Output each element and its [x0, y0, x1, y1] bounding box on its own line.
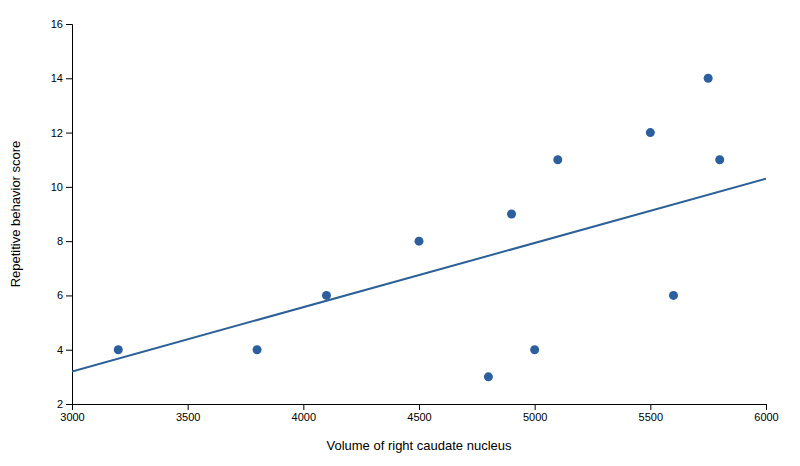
tick-mark [303, 404, 304, 410]
point [484, 372, 493, 381]
tick: 4000 [292, 404, 316, 423]
point [669, 291, 678, 300]
tick-label: 5500 [639, 411, 663, 423]
point [530, 345, 539, 354]
tick: 12 [51, 127, 72, 139]
tick-label: 14 [51, 72, 63, 84]
tick: 8 [57, 235, 72, 247]
tick-label: 10 [51, 181, 63, 193]
tick-mark [66, 187, 72, 188]
marks [72, 74, 766, 382]
tick: 16 [51, 18, 72, 30]
tick: 14 [51, 72, 72, 84]
tick-label: 5000 [523, 411, 547, 423]
chart: 3000 3500 4000 4500 5000 5500 6000 2 4 6 8 10 12 14 16… [0, 0, 800, 466]
tick: 3000 [60, 404, 84, 423]
tick-mark [188, 404, 189, 410]
y-axis: 2 4 6 8 10 12 14 16 [51, 18, 73, 410]
point [253, 345, 262, 354]
y-axis-title: Repetitive behavior score [8, 141, 23, 288]
point [415, 237, 424, 246]
tick-mark [419, 404, 420, 410]
axis-line [73, 405, 767, 411]
point [553, 155, 562, 164]
axis-line [66, 25, 73, 405]
point [646, 128, 655, 137]
tick: 3500 [176, 404, 200, 423]
tick-label: 16 [51, 18, 63, 30]
tick-label: 6000 [754, 411, 778, 423]
x-axis-title: Volume of right caudate nucleus [326, 438, 512, 453]
x-axis: 3000 3500 4000 4500 5000 5500 6000 [60, 404, 778, 423]
tick: 6 [57, 289, 72, 301]
tick-label: 8 [57, 235, 63, 247]
tick-label: 4500 [407, 411, 431, 423]
tick-mark [66, 78, 72, 79]
tick-label: 2 [57, 398, 63, 410]
tick-mark [66, 404, 72, 405]
tick-mark [766, 404, 767, 410]
tick-label: 6 [57, 289, 63, 301]
tick: 5000 [523, 404, 547, 423]
tick: 4 [57, 344, 72, 356]
tick-mark [66, 350, 72, 351]
point [322, 291, 331, 300]
tick-label: 3000 [60, 411, 84, 423]
tick-mark [535, 404, 536, 410]
tick-mark [66, 133, 72, 134]
point [114, 345, 123, 354]
plot-area: 3000 3500 4000 4500 5000 5500 6000 2 4 6 8 10 12 14 16 [51, 18, 779, 423]
tick-mark [650, 404, 651, 410]
tick-label: 12 [51, 127, 63, 139]
line [72, 179, 766, 372]
tick-label: 4000 [292, 411, 316, 423]
tick: 10 [51, 181, 72, 193]
tick-mark [66, 24, 72, 25]
tick: 5500 [639, 404, 663, 423]
tick-mark [66, 295, 72, 296]
tick-label: 4 [57, 344, 63, 356]
point [704, 74, 713, 83]
point [507, 210, 516, 219]
tick-mark [66, 241, 72, 242]
point [715, 155, 724, 164]
tick: 6000 [754, 404, 778, 423]
tick: 4500 [407, 404, 431, 423]
tick: 2 [57, 398, 72, 410]
tick-label: 3500 [176, 411, 200, 423]
